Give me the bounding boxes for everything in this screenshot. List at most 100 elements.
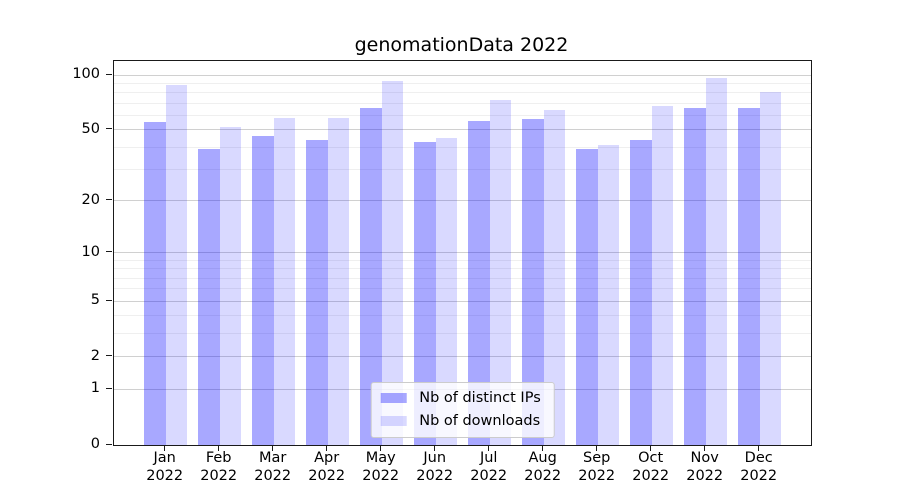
- x-tick-label-nov: Nov 2022: [673, 450, 737, 485]
- x-tick-year: 2022: [524, 467, 562, 484]
- bar-nb-of-downloads-jun: [435, 138, 458, 445]
- bar-nb-of-downloads-sep: [597, 145, 620, 445]
- gridline-minor-30: [114, 169, 811, 171]
- legend-item-downloads: Nb of downloads: [380, 413, 541, 429]
- gridline-major-100: [114, 74, 811, 76]
- x-tick-label-jun: Jun 2022: [403, 450, 467, 485]
- bar-nb-of-downloads-apr: [327, 118, 350, 445]
- gridline-minor-7: [114, 277, 811, 279]
- x-tick-month: Aug: [528, 450, 557, 466]
- x-tick-apr: [326, 445, 328, 451]
- x-tick-year: 2022: [254, 467, 292, 484]
- bar-nb-of-distinct-ips-jul: [468, 120, 490, 445]
- gridline-major-5: [114, 300, 811, 302]
- bar-nb-of-distinct-ips-mar: [252, 136, 274, 445]
- x-tick-month: Oct: [638, 450, 664, 466]
- legend-swatch-distinct-ips: [380, 393, 407, 403]
- x-tick-label-feb: Feb 2022: [187, 450, 251, 485]
- x-tick-dec: [758, 445, 760, 451]
- bar-nb-of-downloads-may: [381, 80, 404, 445]
- x-tick-jul: [488, 445, 490, 451]
- bar-nb-of-distinct-ips-aug: [522, 119, 544, 445]
- x-tick-label-may: May 2022: [349, 450, 413, 485]
- y-tick-label-20: 20: [81, 191, 100, 208]
- y-tick-label-0: 0: [90, 436, 100, 452]
- bar-nb-of-distinct-ips-apr: [306, 139, 328, 445]
- y-tick-label-100: 100: [72, 66, 100, 82]
- x-tick-label-sep: Sep 2022: [565, 450, 629, 485]
- bar-nb-of-downloads-aug: [543, 110, 566, 445]
- x-tick-jan: [164, 445, 166, 451]
- bar-nb-of-downloads-jan: [165, 85, 188, 445]
- x-tick-year: 2022: [146, 467, 184, 484]
- x-tick-label-oct: Oct 2022: [619, 450, 683, 485]
- x-tick-year: 2022: [200, 467, 238, 484]
- x-tick-month: Nov: [690, 450, 719, 466]
- x-tick-year: 2022: [578, 467, 616, 484]
- x-tick-label-jan: Jan 2022: [133, 450, 197, 485]
- x-tick-month: Dec: [744, 450, 773, 466]
- plot-area: Nb of distinct IPs Nb of downloads: [113, 60, 812, 446]
- y-tick-label-5: 5: [90, 292, 100, 309]
- x-tick-feb: [218, 445, 220, 451]
- x-tick-label-apr: Apr 2022: [295, 450, 359, 485]
- bar-nb-of-downloads-oct: [651, 105, 674, 445]
- x-tick-year: 2022: [362, 467, 400, 484]
- x-tick-aug: [542, 445, 544, 451]
- gridline-minor-6: [114, 288, 811, 290]
- x-tick-year: 2022: [740, 467, 778, 484]
- bar-nb-of-downloads-dec: [759, 91, 782, 445]
- gridline-minor-60: [114, 114, 811, 116]
- x-tick-month: May: [365, 450, 396, 466]
- legend: Nb of distinct IPs Nb of downloads: [370, 382, 555, 438]
- x-tick-mar: [272, 445, 274, 451]
- y-tick-label-10: 10: [81, 243, 100, 260]
- x-tick-nov: [704, 445, 706, 451]
- y-tick-label-2: 2: [90, 347, 100, 364]
- gridline-major-2: [114, 356, 811, 358]
- bar-nb-of-downloads-jul: [489, 99, 512, 445]
- bar-nb-of-distinct-ips-may: [360, 107, 382, 445]
- x-tick-oct: [650, 445, 652, 451]
- x-tick-year: 2022: [686, 467, 724, 484]
- legend-swatch-downloads: [380, 416, 407, 426]
- gridline-major-20: [114, 200, 811, 202]
- y-tick-0: [106, 443, 112, 445]
- x-tick-sep: [596, 445, 598, 451]
- x-tick-may: [380, 445, 382, 451]
- x-tick-year: 2022: [416, 467, 454, 484]
- gridline-minor-90: [114, 82, 811, 84]
- bar-nb-of-downloads-feb: [219, 126, 242, 445]
- y-tick-5: [106, 299, 112, 301]
- gridline-minor-40: [114, 146, 811, 148]
- x-tick-year: 2022: [470, 467, 508, 484]
- x-tick-month: Mar: [259, 450, 287, 466]
- x-tick-month: Jun: [423, 450, 447, 466]
- bar-nb-of-downloads-nov: [705, 78, 728, 445]
- legend-label-distinct-ips: Nb of distinct IPs: [419, 390, 541, 406]
- bar-nb-of-distinct-ips-sep: [576, 149, 598, 445]
- x-tick-jun: [434, 445, 436, 451]
- x-tick-label-jul: Jul 2022: [457, 450, 521, 485]
- bar-nb-of-distinct-ips-jan: [144, 122, 166, 445]
- gridline-minor-70: [114, 102, 811, 104]
- gridline-minor-3: [114, 333, 811, 335]
- gridline-minor-8: [114, 268, 811, 270]
- bar-nb-of-distinct-ips-jun: [414, 141, 436, 445]
- x-tick-month: Apr: [314, 450, 340, 466]
- chart-title: genomationData 2022: [354, 34, 569, 56]
- bar-nb-of-distinct-ips-dec: [738, 107, 760, 445]
- gridline-minor-80: [114, 92, 811, 94]
- bar-nb-of-distinct-ips-nov: [684, 107, 706, 445]
- x-tick-month: Feb: [205, 450, 232, 466]
- y-tick-20: [106, 199, 112, 201]
- bar-nb-of-distinct-ips-oct: [630, 139, 652, 445]
- x-tick-label-dec: Dec 2022: [727, 450, 791, 485]
- y-tick-100: [106, 73, 112, 75]
- y-tick-label-1: 1: [90, 380, 100, 397]
- x-tick-month: Sep: [583, 450, 611, 466]
- gridline-major-10: [114, 252, 811, 254]
- legend-label-downloads: Nb of downloads: [419, 413, 541, 429]
- y-tick-label-50: 50: [81, 120, 100, 137]
